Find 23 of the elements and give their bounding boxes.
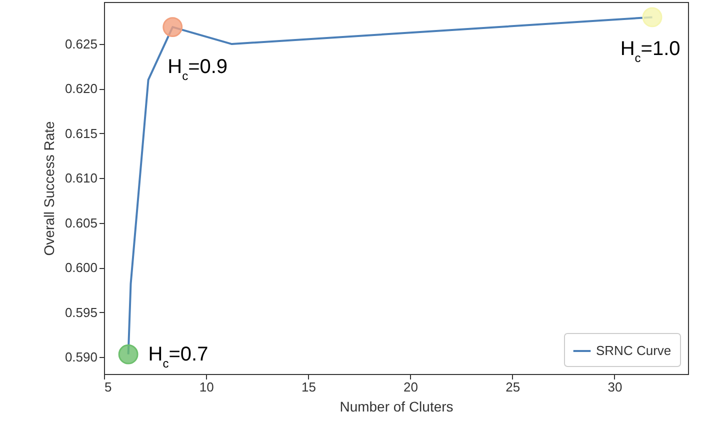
y-tick-label: 0.615 (64, 126, 98, 141)
y-tick-label: 0.595 (64, 304, 98, 320)
x-tick-label: 25 (506, 380, 520, 394)
y-tick-label: 0.625 (64, 36, 98, 52)
y-tick-label: 0.590 (64, 350, 98, 365)
x-tick-label: 5 (104, 380, 112, 394)
x-tick-label: 15 (301, 380, 316, 394)
y-axis-title: Overall Success Rate (40, 120, 57, 256)
x-tick-label: 30 (608, 380, 622, 394)
y-tick-label: 0.620 (64, 81, 98, 96)
point (642, 7, 662, 28)
x-tick-label: 20 (404, 380, 418, 394)
y-tick-label: 0.610 (64, 170, 98, 186)
annotation: H$_{c}$=0.9 (168, 56, 228, 84)
annotation: H$_{c}$=0.7 (148, 343, 208, 370)
y-tick-label: 0.600 (64, 260, 98, 276)
annotation: H$_{c}$=1.0 (620, 38, 680, 66)
point (162, 17, 183, 37)
point (118, 344, 138, 364)
x-tick-label: 10 (199, 380, 214, 394)
x-axis-title: Number of Cluters (340, 398, 454, 414)
y-tick-label: 0.605 (64, 215, 98, 230)
legend-label: SRNC Curve (596, 343, 672, 358)
